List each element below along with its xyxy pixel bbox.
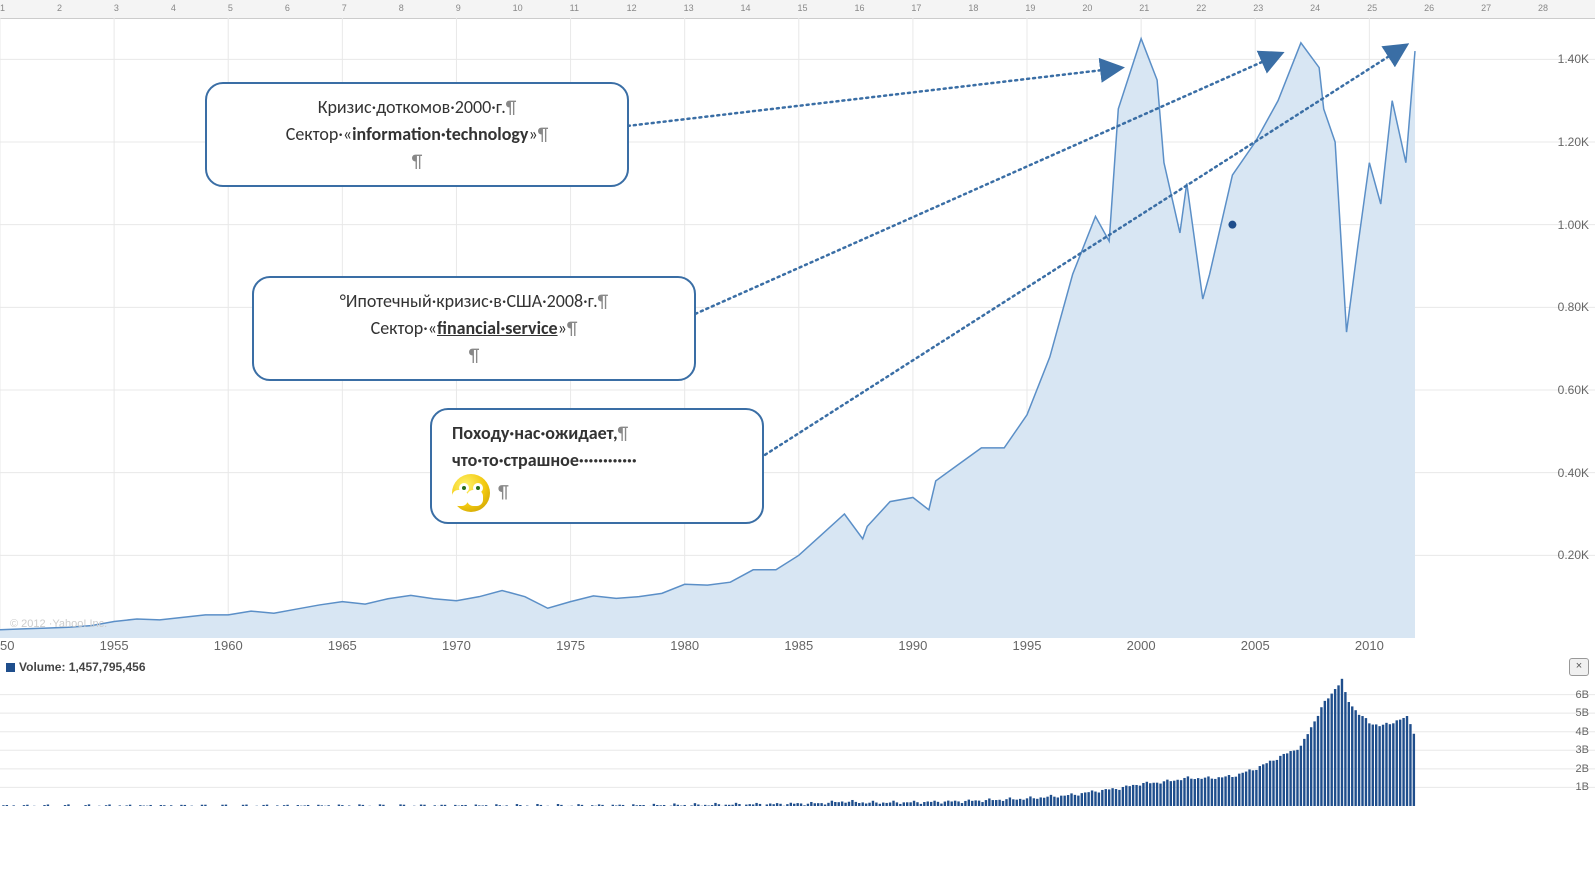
callout-line: Кризис·доткомов·2000·г.	[318, 96, 506, 118]
x-tick-label: 1970	[442, 638, 471, 653]
volume-y-axis: 1B 2B 3B 4B 5B 6B	[1555, 676, 1595, 806]
callout-mortgage: °Ипотечный·кризис·в·США·2008·г. ¶ Сектор·…	[252, 276, 696, 381]
copyright-watermark: © 2012 ·Yahoo! Inc.	[10, 618, 107, 630]
pilcrow: ¶	[498, 480, 509, 502]
x-tick-label: 1985	[784, 638, 813, 653]
volume-panel: Volume: 1,457,795,456 × 1B2B3B4B5B6B	[0, 676, 1595, 806]
callout-sector: financial·service	[437, 317, 558, 339]
volume-legend-swatch	[6, 663, 15, 672]
volume-y-tick: 4B	[1576, 726, 1589, 738]
callout-dotcom: Кризис·доткомов·2000·г. ¶ Сектор·«informa…	[205, 82, 629, 187]
word-ruler: 1234567891011121314151617181920212223242…	[0, 0, 1595, 19]
callout-line-suffix: »	[558, 317, 567, 339]
price-y-axis: 0.20K 0.40K 0.60K 0.80K 1.00K 1.20K 1.40K	[1535, 18, 1595, 638]
x-tick-label: 2000	[1127, 638, 1156, 653]
volume-label: Volume: 1,457,795,456	[6, 660, 146, 674]
y-tick-label: 0.60K	[1558, 383, 1589, 397]
chart-screenshot: 1234567891011121314151617181920212223242…	[0, 0, 1595, 869]
x-tick-label: 2010	[1355, 638, 1384, 653]
volume-close-button[interactable]: ×	[1569, 658, 1589, 676]
callout-line-suffix: »	[528, 123, 537, 145]
x-tick-label: 2005	[1241, 638, 1270, 653]
pilcrow: ¶	[469, 344, 480, 366]
callout-line-prefix: Сектор·«	[371, 317, 437, 339]
y-tick-label: 0.40K	[1558, 466, 1589, 480]
volume-bar-chart	[0, 676, 1595, 806]
y-tick-label: 0.20K	[1558, 548, 1589, 562]
volume-y-tick: 1B	[1576, 781, 1589, 793]
y-tick-label: 1.20K	[1558, 135, 1589, 149]
x-tick-label: 1990	[898, 638, 927, 653]
volume-y-tick: 5B	[1576, 707, 1589, 719]
x-tick-label: 1995	[1013, 638, 1042, 653]
x-tick-label: 1960	[214, 638, 243, 653]
volume-label-text: Volume: 1,457,795,456	[19, 660, 146, 674]
callout-prediction: Походу·нас·ожидает, ¶ что·то·страшное····…	[430, 408, 764, 524]
y-tick-label: 1.00K	[1558, 218, 1589, 232]
pilcrow: ¶	[412, 150, 423, 172]
grinning-face-icon	[452, 474, 490, 512]
callout-sector: information·technology	[352, 123, 528, 145]
volume-y-tick: 2B	[1576, 763, 1589, 775]
volume-y-tick: 3B	[1576, 744, 1589, 756]
y-tick-label: 1.40K	[1558, 52, 1589, 66]
callout-line: что·то·страшное············	[452, 449, 637, 471]
x-tick-label: 1975	[556, 638, 585, 653]
x-tick-label: 1965	[328, 638, 357, 653]
y-tick-label: 0.80K	[1558, 300, 1589, 314]
x-tick-label: 1955	[100, 638, 129, 653]
callout-line: Походу·нас·ожидает,	[452, 422, 618, 444]
volume-y-tick: 6B	[1576, 689, 1589, 701]
callout-line: °Ипотечный·кризис·в·США·2008·г.	[340, 290, 598, 312]
callout-line-prefix: Сектор·«	[286, 123, 352, 145]
price-x-axis: 1950 1955 1960 1965 1970 1975 1980 1985 1990 1995…	[0, 638, 1595, 666]
x-tick-label: 1980	[670, 638, 699, 653]
x-tick-label: 1950	[0, 638, 14, 653]
